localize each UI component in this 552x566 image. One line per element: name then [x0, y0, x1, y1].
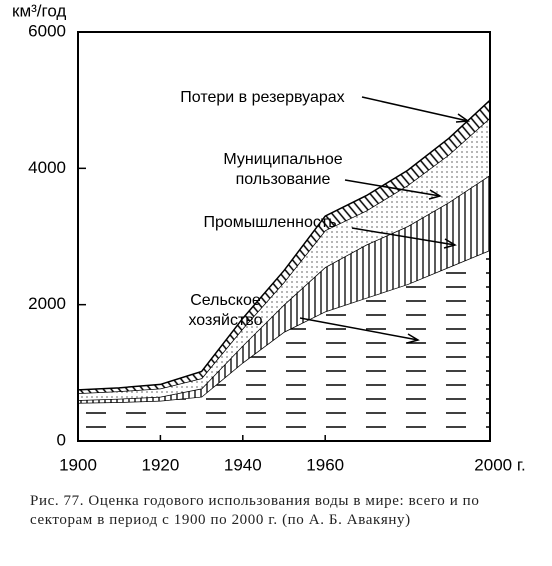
- x-tick-label: 1960: [306, 455, 344, 474]
- plot-frame: [77, 31, 491, 442]
- area-edge: [77, 174, 491, 401]
- annotation: Промышленность: [203, 214, 337, 231]
- y-tick-label: 2000: [28, 294, 66, 313]
- x-tick-label: 2000 г.: [474, 455, 525, 474]
- y-tick-label: 4000: [28, 158, 66, 177]
- annotation: Сельское хозяйство: [188, 292, 263, 329]
- area-edge: [77, 117, 491, 395]
- x-tick-label: 1900: [59, 455, 97, 474]
- annotation: Потери в резервуарах: [180, 89, 345, 106]
- arrows: [299, 96, 471, 344]
- area-edge: [77, 99, 491, 391]
- x-tick-label: 1940: [224, 455, 262, 474]
- area: [78, 250, 490, 441]
- y-axis-label: км³/год: [12, 1, 66, 20]
- chart: км³/год 0 2000 4000 6000 1900 1920 1940 1960 200…: [12, 1, 526, 474]
- x-tick-label: 1920: [141, 455, 179, 474]
- y-tick-label: 6000: [28, 21, 66, 40]
- y-tick-label: 0: [57, 430, 66, 449]
- annotation: Муниципальное пользование: [223, 151, 343, 188]
- caption: Рис. 77. Оценка годового использования в…: [30, 493, 480, 528]
